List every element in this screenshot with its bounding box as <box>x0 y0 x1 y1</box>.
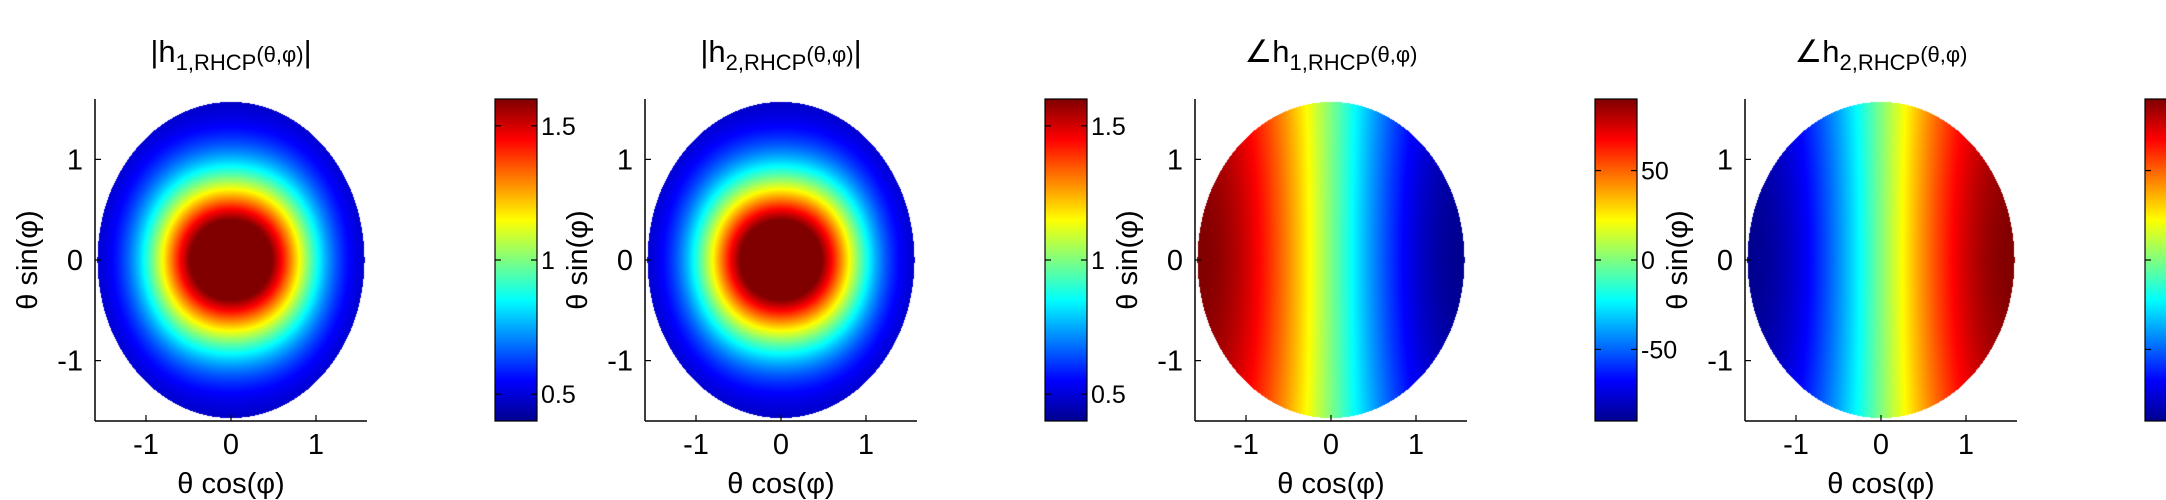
colorbar-tick-label: 0.5 <box>541 381 576 409</box>
chart-title: ∠h2,RHCP(θ,φ) <box>1795 34 1968 75</box>
y-axis-label: θ sin(φ) <box>1662 210 1694 309</box>
y-tick-label: 1 <box>67 144 83 176</box>
y-tick-label: -1 <box>1157 346 1183 378</box>
colorbar-tick-label: 0 <box>1641 247 1655 275</box>
title-prefix: ∠ <box>1795 34 1823 69</box>
x-tick-label: -1 <box>1233 429 1259 461</box>
title-args: (θ,φ) <box>256 42 303 67</box>
x-tick-label: 1 <box>1958 429 1974 461</box>
y-axis-label: θ sin(φ) <box>1112 210 1144 309</box>
x-axis-label: θ cos(φ) <box>727 468 834 500</box>
x-tick-label: 0 <box>1323 429 1339 461</box>
heatmap-image <box>95 99 367 421</box>
title-sub: 2,RHCP <box>726 50 807 75</box>
colorbar-tick-label: 1 <box>541 247 555 275</box>
chart-panel-2: -1 0 110-1θ cos(φ)θ sin(φ)|h2,RHCP(θ,φ)|1.… <box>562 34 1126 500</box>
colorbar <box>495 99 537 421</box>
title-main: h <box>1822 34 1839 69</box>
y-tick-label: 1 <box>1717 144 1733 176</box>
y-axis-label: θ sin(φ) <box>12 210 44 309</box>
title-sub: 1,RHCP <box>1290 50 1371 75</box>
title-main: h <box>708 34 725 69</box>
y-tick-label: -1 <box>1707 346 1733 378</box>
colorbar-tick-label: 1.5 <box>1091 113 1126 141</box>
y-tick-label: 0 <box>1167 245 1183 277</box>
y-tick-label: -1 <box>607 346 633 378</box>
title-prefix: ∠ <box>1245 34 1273 69</box>
x-tick-label: 1 <box>858 429 874 461</box>
y-tick-label: 0 <box>67 245 83 277</box>
heatmap-image <box>1745 99 2017 421</box>
heatmap-image <box>1195 99 1467 421</box>
x-axis-label: θ cos(φ) <box>1827 468 1934 500</box>
colorbar-tick-label: 0.5 <box>1091 381 1126 409</box>
title-suffix: | <box>854 34 862 69</box>
x-tick-label: 0 <box>223 429 239 461</box>
x-tick-label: 0 <box>773 429 789 461</box>
y-axis-label: θ sin(φ) <box>562 210 594 309</box>
title-args: (θ,φ) <box>1370 42 1417 67</box>
colorbar-tick-label: -50 <box>1641 336 1677 364</box>
x-axis-label: θ cos(φ) <box>177 468 284 500</box>
title-prefix: | <box>700 34 708 69</box>
title-main: h <box>158 34 175 69</box>
chart-title: ∠h1,RHCP(θ,φ) <box>1245 34 1418 75</box>
x-tick-label: 1 <box>1408 429 1424 461</box>
colorbar <box>2145 99 2166 421</box>
colorbar <box>1595 99 1637 421</box>
y-tick-label: 1 <box>617 144 633 176</box>
y-tick-label: -1 <box>57 346 83 378</box>
y-tick-label: 1 <box>1167 144 1183 176</box>
heatmap-image <box>645 99 917 421</box>
title-args: (θ,φ) <box>1920 42 1967 67</box>
chart-panel-1: -1 0 110-1θ cos(φ)θ sin(φ)|h1,RHCP(θ,φ)|1.… <box>12 34 576 500</box>
x-tick-label: -1 <box>1783 429 1809 461</box>
colorbar-tick-label: 50 <box>1641 158 1669 186</box>
y-tick-label: 0 <box>617 245 633 277</box>
x-axis-label: θ cos(φ) <box>1277 468 1384 500</box>
x-tick-label: -1 <box>683 429 709 461</box>
colorbar <box>1045 99 1087 421</box>
colorbar-tick-label: 1.5 <box>541 113 576 141</box>
title-suffix: | <box>304 34 312 69</box>
title-prefix: | <box>150 34 158 69</box>
chart-panel-3: -1 0 1 1 0 -1 θ cos(φ) θ sin(φ) ∠h1,RHCP(θ,φ) 50 0… <box>1112 34 1677 500</box>
x-tick-label: 1 <box>308 429 324 461</box>
chart-title: |h2,RHCP(θ,φ)| <box>700 34 861 75</box>
title-sub: 2,RHCP <box>1840 50 1921 75</box>
title-sub: 1,RHCP <box>176 50 257 75</box>
x-tick-label: -1 <box>133 429 159 461</box>
colorbar-tick-label: 1 <box>1091 247 1105 275</box>
title-main: h <box>1272 34 1289 69</box>
title-args: (θ,φ) <box>806 42 853 67</box>
y-tick-label: 0 <box>1717 245 1733 277</box>
x-tick-label: 0 <box>1873 429 1889 461</box>
chart-title: |h1,RHCP(θ,φ)| <box>150 34 311 75</box>
